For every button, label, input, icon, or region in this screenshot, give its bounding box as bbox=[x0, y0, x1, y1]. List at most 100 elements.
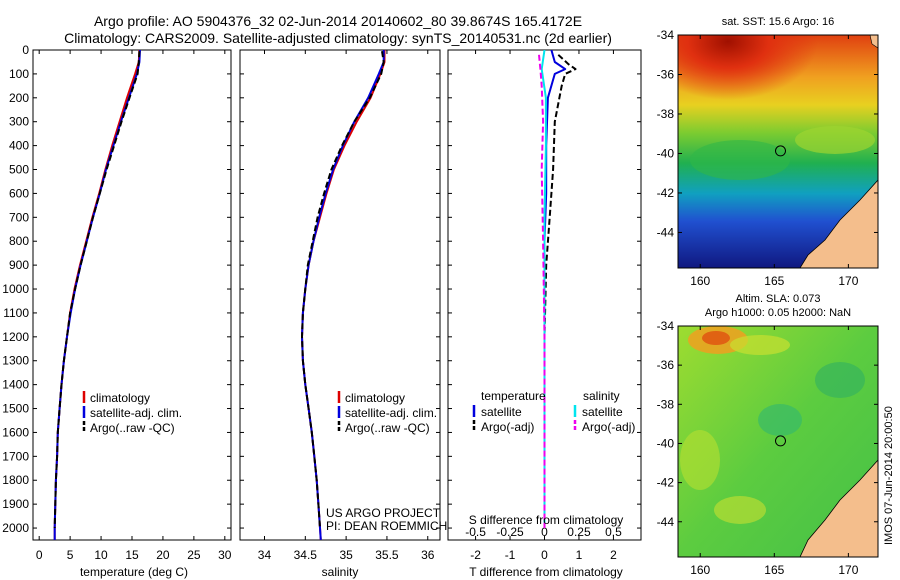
depth-tick-label: 900 bbox=[9, 258, 29, 272]
sla-peak bbox=[702, 331, 730, 345]
salinity-legend: climatology satellite-adj. clim. Argo(..… bbox=[337, 391, 437, 435]
sla-map-axis: 160 165 170 -34 -36 -38 -40 -42 -44 bbox=[657, 319, 878, 577]
sla-map-frame bbox=[677, 325, 879, 558]
salinity-xtick-label: 36 bbox=[421, 548, 435, 562]
difference-top-xlabel: S difference from climatology bbox=[469, 513, 624, 527]
salinity-series-line bbox=[301, 51, 385, 529]
legend-header-temperature: temperature bbox=[481, 389, 546, 403]
difference-series-line bbox=[543, 54, 577, 528]
depth-tick-label: 400 bbox=[9, 139, 29, 153]
sst-map-axis: 160 165 170 -34 -36 -38 -40 -42 -44 bbox=[657, 28, 878, 288]
sst-map-frame bbox=[677, 34, 879, 269]
sst-argo-marker bbox=[775, 145, 786, 157]
temperature-series bbox=[53, 50, 141, 540]
sst-land-north bbox=[869, 35, 878, 49]
salinity-series bbox=[301, 50, 386, 540]
sst-map-ytick-label: -44 bbox=[657, 225, 675, 239]
sla-map-xtick-label: 170 bbox=[838, 563, 858, 577]
difference-legend: temperature salinity satellite Argo(-adj… bbox=[472, 389, 635, 434]
depth-tick-label: 200 bbox=[9, 91, 29, 105]
sla-blob-3 bbox=[758, 404, 802, 436]
temperature-xlabel: temperature (deg C) bbox=[80, 565, 188, 579]
sst-map-ytick-label: -38 bbox=[657, 107, 675, 121]
depth-tick-label: 600 bbox=[9, 186, 29, 200]
difference-s-tick-label: 0 bbox=[541, 525, 548, 539]
credits-line1: US ARGO PROJECT bbox=[326, 506, 441, 520]
legend-label-argo: Argo(..raw -QC) bbox=[345, 421, 430, 435]
imos-watermark: IMOS 07-Jun-2014 20:00:50 bbox=[883, 406, 895, 545]
figure-title-line1: Argo profile: AO 5904376_32 02-Jun-2014 … bbox=[94, 13, 582, 29]
sla-map-ytick-label: -34 bbox=[657, 319, 675, 333]
sst-front bbox=[795, 126, 875, 154]
depth-tick-label: 1000 bbox=[2, 282, 29, 296]
legend-label-satellite: satellite-adj. clim. bbox=[345, 406, 437, 420]
sla-map-image bbox=[678, 326, 878, 557]
difference-s-tick-label: -0.5 bbox=[465, 525, 486, 539]
sst-map-image bbox=[678, 35, 878, 268]
depth-tick-label: 1100 bbox=[3, 306, 29, 320]
depth-tick-label: 700 bbox=[9, 210, 29, 224]
temperature-panel bbox=[32, 49, 232, 541]
salinity-xtick-label: 34 bbox=[258, 548, 272, 562]
temperature-legend: climatology satellite-adj. clim. Argo(..… bbox=[82, 391, 182, 435]
depth-tick-label: 500 bbox=[9, 163, 29, 177]
sla-blob-2 bbox=[680, 430, 720, 490]
depth-tick-label: 1300 bbox=[2, 354, 29, 368]
sla-map-ytick-label: -42 bbox=[657, 476, 675, 490]
temperature-axis: 0 5 10 15 20 25 300100200300400500600700800900… bbox=[2, 43, 232, 562]
difference-xtick-label: -2 bbox=[470, 548, 481, 562]
sla-map-xtick-label: 165 bbox=[764, 563, 784, 577]
sst-map-xtick-label: 160 bbox=[690, 274, 710, 288]
depth-tick-label: 100 bbox=[9, 67, 29, 81]
temperature-xtick-label: 5 bbox=[67, 548, 74, 562]
salinity-xlabel: salinity bbox=[322, 565, 359, 579]
difference-xtick-label: -1 bbox=[505, 548, 516, 562]
depth-tick-label: 1200 bbox=[2, 330, 29, 344]
temperature-xtick-label: 10 bbox=[94, 548, 108, 562]
difference-axis: -2 -1 0 1 2 -0.5 -0.25 0 0.25 0.5 bbox=[448, 49, 641, 562]
depth-tick-label: 1600 bbox=[2, 425, 29, 439]
sla-map-title-line1: Altim. SLA: 0.073 bbox=[736, 293, 821, 305]
sla-map-xtick-label: 160 bbox=[690, 563, 710, 577]
sla-map-ytick-label: -40 bbox=[657, 436, 675, 450]
legend-label-climatology: climatology bbox=[345, 391, 405, 405]
sla-map-ytick-label: -44 bbox=[657, 515, 675, 529]
temperature-xtick-label: 0 bbox=[36, 548, 43, 562]
sst-map-ytick-label: -34 bbox=[657, 28, 675, 42]
sst-map-xtick-label: 165 bbox=[764, 274, 784, 288]
temperature-series-line bbox=[53, 51, 141, 529]
sst-map-ytick-label: -40 bbox=[657, 146, 675, 160]
temperature-xtick-label: 15 bbox=[125, 548, 139, 562]
sst-land bbox=[799, 179, 878, 268]
sla-blob-1 bbox=[730, 335, 790, 355]
sla-blob-4 bbox=[815, 362, 865, 398]
difference-xlabel: T difference from climatology bbox=[469, 565, 623, 579]
legend-header-salinity: salinity bbox=[583, 389, 620, 403]
depth-tick-label: 1800 bbox=[2, 473, 29, 487]
sla-map-title-line2: Argo h1000: 0.05 h2000: NaN bbox=[705, 307, 851, 319]
figure-title-line2: Climatology: CARS2009. Satellite-adjuste… bbox=[64, 30, 612, 46]
legend-label-climatology: climatology bbox=[90, 391, 150, 405]
sla-blob-5 bbox=[714, 496, 766, 524]
depth-tick-label: 0 bbox=[22, 43, 29, 57]
difference-s-tick-label: 0.25 bbox=[567, 525, 591, 539]
salinity-xtick-label: 35.5 bbox=[375, 548, 399, 562]
temperature-xtick-label: 30 bbox=[218, 548, 232, 562]
depth-tick-label: 1900 bbox=[2, 497, 29, 511]
credits-line2: PI: DEAN ROEMMICH bbox=[326, 519, 447, 533]
depth-tick-label: 1400 bbox=[2, 378, 29, 392]
sst-map-xtick-label: 170 bbox=[838, 274, 858, 288]
difference-xtick-label: 1 bbox=[576, 548, 583, 562]
salinity-axis: 34 34.5 35 35.5 36 bbox=[240, 49, 440, 562]
legend-label-sal-argo: Argo(-adj) bbox=[582, 420, 635, 434]
sla-map-ytick-label: -38 bbox=[657, 397, 675, 411]
depth-tick-label: 800 bbox=[9, 234, 29, 248]
difference-xtick-label: 2 bbox=[610, 548, 617, 562]
difference-s-tick-label: -0.25 bbox=[496, 525, 524, 539]
legend-label-argo: Argo(..raw -QC) bbox=[90, 421, 175, 435]
sst-map-ytick-label: -36 bbox=[657, 67, 675, 81]
sla-land bbox=[799, 459, 878, 557]
sst-map-ytick-label: -42 bbox=[657, 186, 675, 200]
temperature-xtick-label: 20 bbox=[156, 548, 170, 562]
